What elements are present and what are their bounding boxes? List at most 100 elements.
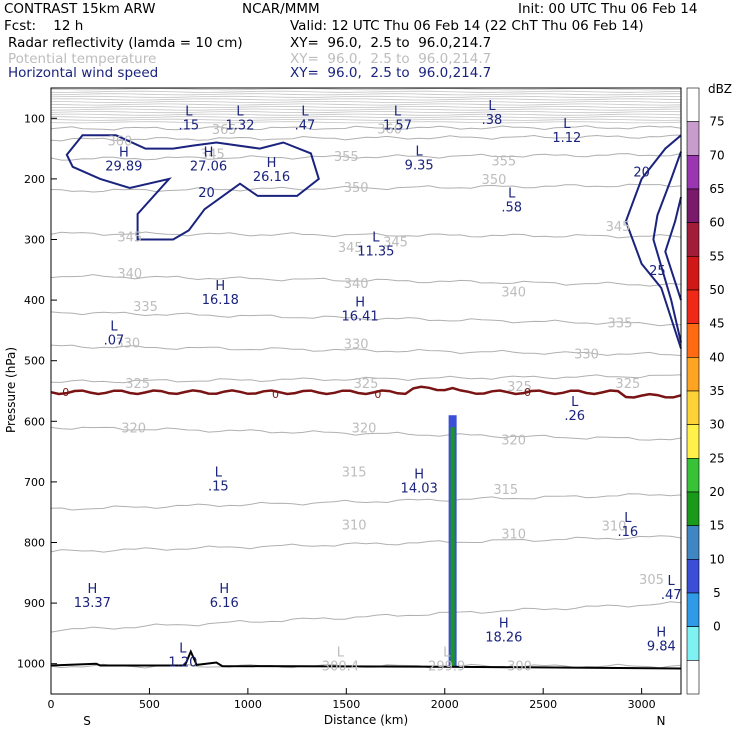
y-tick-label: 100 xyxy=(24,112,45,125)
theta-upper-contour xyxy=(50,121,682,124)
theta-label: 340 xyxy=(344,277,369,292)
theta-upper-contour xyxy=(50,105,682,109)
terrain-line xyxy=(50,649,682,670)
theta-upper-contour xyxy=(50,101,682,103)
theta-label: 310 xyxy=(342,518,367,533)
theta-label: 315 xyxy=(493,483,518,498)
theta-upper-contour xyxy=(50,113,682,116)
extremum-letter: L xyxy=(179,641,187,656)
x-tick-label: 500 xyxy=(139,698,160,711)
extremum-letter: L xyxy=(571,395,579,410)
theta-label: 360 xyxy=(377,123,402,138)
extremum-letter: H xyxy=(414,467,424,482)
extremum-value: 16.18 xyxy=(202,293,239,308)
y-tick-label: 500 xyxy=(24,355,45,368)
theta-label: 320 xyxy=(501,433,526,448)
theta-label: 330 xyxy=(344,338,369,353)
theta-label: 315 xyxy=(342,466,367,481)
x-tick-label: 3000 xyxy=(628,698,656,711)
extremum-value: 14.03 xyxy=(401,481,438,496)
colorbar-level-label: 50 xyxy=(709,283,724,297)
x-right-endpoint: N xyxy=(657,714,666,728)
colorbar-swatch xyxy=(686,323,700,358)
field-theta-xy: XY= 96.0, 2.5 to 96.0,214.7 xyxy=(290,51,492,67)
extremum-letter: L xyxy=(372,231,380,246)
theta-label: 305 xyxy=(639,573,664,588)
theta-label: 325 xyxy=(354,377,379,392)
theta-label: 345 xyxy=(383,235,408,250)
y-tick-label: 400 xyxy=(24,294,45,307)
colorbar-swatch xyxy=(686,121,700,156)
theta-contour-315 xyxy=(50,493,682,511)
extremum-letter: H xyxy=(119,146,129,161)
theta-label: 345 xyxy=(117,230,142,245)
extremum-value: 1.20 xyxy=(168,655,197,670)
colorbar-swatch xyxy=(686,390,700,425)
header-org: NCAR/MMM xyxy=(242,1,320,17)
extremum-value: 300.4 xyxy=(322,660,359,675)
extremum-letter: L xyxy=(301,104,309,119)
extremum-letter: L xyxy=(416,144,424,159)
theta-label: 365 xyxy=(212,123,237,138)
y-tick-label: 200 xyxy=(24,173,45,186)
y-tick-label: 800 xyxy=(24,537,45,550)
extremum-letter: L xyxy=(110,320,118,335)
reflectivity-column xyxy=(448,415,457,667)
extremum-value: 27.06 xyxy=(190,160,227,175)
theta-label: 325 xyxy=(507,380,532,395)
theta-label: 330 xyxy=(115,337,140,352)
extremum-value: .38 xyxy=(482,113,503,128)
theta-upper-contour xyxy=(50,116,682,119)
theta-label: 340 xyxy=(117,267,142,282)
theta-label: 355 xyxy=(334,150,359,165)
extremum-value: .47 xyxy=(295,118,316,133)
axes: 0 500 1000 1500 2000 2500 30001002003004005006… xyxy=(17,112,656,711)
colorbar-swatch xyxy=(686,491,700,526)
extremum-letter: L xyxy=(215,466,223,481)
extremum-value: 299.9 xyxy=(428,660,465,675)
theta-label: 355 xyxy=(491,155,516,170)
field-reflectivity-xy: XY= 96.0, 2.5 to 96.0,214.7 xyxy=(290,35,492,51)
extremum-letter: H xyxy=(499,617,509,632)
theta-label: 320 xyxy=(352,421,377,436)
header-fcst: Fcst: 12 h xyxy=(4,18,84,34)
extremum-value: .47 xyxy=(661,588,682,603)
extremum-value: .26 xyxy=(564,409,585,424)
colorbar-swatch xyxy=(686,424,700,459)
zero-line-label: 0 xyxy=(272,388,279,401)
extremum-letter: H xyxy=(219,582,229,597)
extremum-value: 29.89 xyxy=(105,160,142,175)
theta-label: 345 xyxy=(200,147,225,162)
zero-line-label: 0 xyxy=(524,386,531,399)
extremum-letter: H xyxy=(267,156,277,171)
extremum-value: 26.16 xyxy=(253,170,290,185)
contour-labels: 365 360 360 355 355 350 350 345 345 345 345 345 340 3… xyxy=(62,99,681,675)
extremum-value: .07 xyxy=(104,334,125,349)
theta-label: 310 xyxy=(602,520,627,535)
colorbar-level-label: 5 xyxy=(713,586,721,600)
extremum-value: 1.12 xyxy=(552,131,581,146)
extremum-letter: L xyxy=(236,104,244,119)
header-model: CONTRAST 15km ARW xyxy=(4,1,156,17)
extremum-value: .15 xyxy=(208,480,229,495)
field-wind-name: Horizontal wind speed xyxy=(8,65,159,81)
colorbar-level-label: 30 xyxy=(709,418,724,432)
theta-contour-365 xyxy=(50,125,682,131)
theta-contour-350 xyxy=(50,183,682,193)
y-tick-label: 900 xyxy=(24,597,45,610)
extremum-letter: L xyxy=(488,99,496,114)
x-left-endpoint: S xyxy=(83,714,91,728)
colorbar-level-label: 25 xyxy=(709,451,724,465)
theta-label: 310 xyxy=(501,527,526,542)
theta-upper-contour xyxy=(50,95,682,98)
x-tick-label: 1500 xyxy=(332,698,360,711)
theta-contour-320 xyxy=(50,426,682,441)
theta-contour-360 xyxy=(50,134,682,142)
y-tick-label: 1000 xyxy=(17,658,45,671)
extremum-letter: H xyxy=(204,146,214,161)
theta-label: 360 xyxy=(107,135,132,150)
theta-label: 350 xyxy=(344,181,369,196)
wind-label: 25 xyxy=(649,264,666,279)
theta-contour-325 xyxy=(50,374,682,384)
theta-upper-contour xyxy=(50,108,682,111)
